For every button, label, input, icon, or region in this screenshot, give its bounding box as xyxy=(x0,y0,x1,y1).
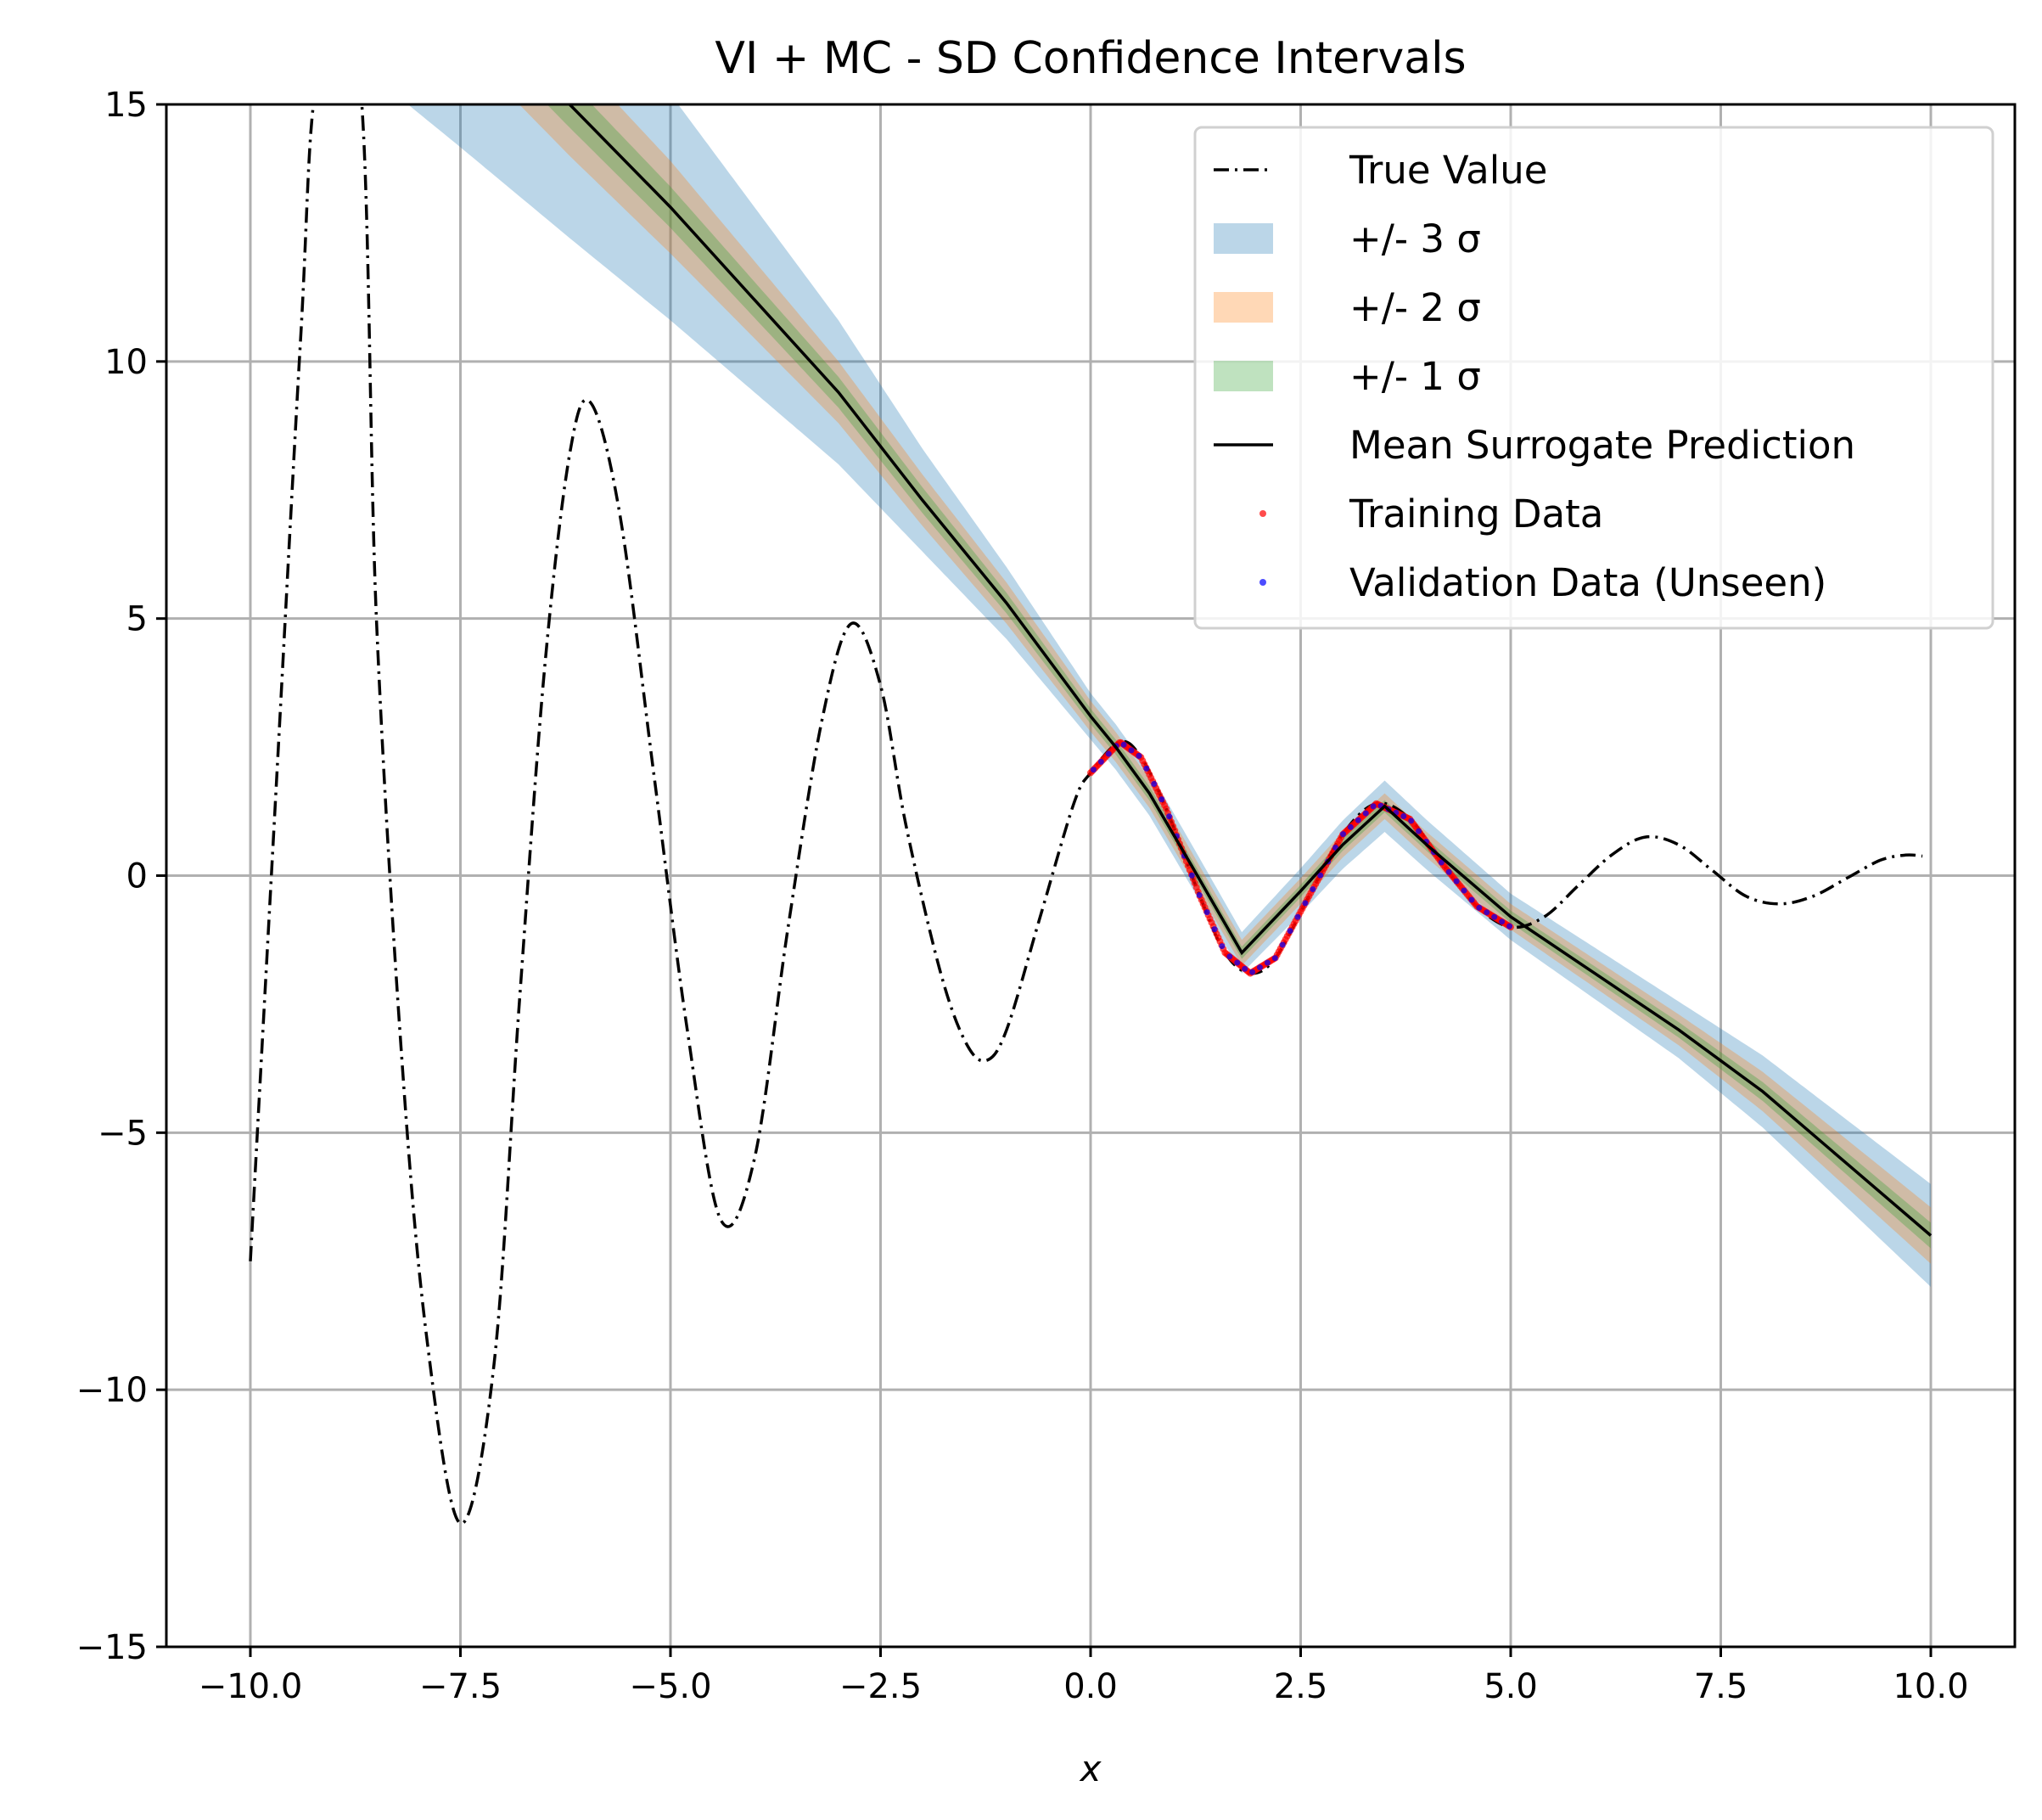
validation-point-27 xyxy=(1294,913,1301,920)
legend-label-s2: +/- 2 σ xyxy=(1349,285,1481,330)
x-tick-label-1: −7.5 xyxy=(419,1667,502,1706)
x-ticks: −10.0 −7.5 −5.0 −2.5 0.0 2.5 5.0 7.5 10.0 xyxy=(199,1647,1969,1706)
validation-point-48 xyxy=(1453,878,1460,885)
validation-point-23 xyxy=(1264,959,1271,966)
x-tick-label-4: 0.0 xyxy=(1063,1667,1118,1706)
validation-point-26 xyxy=(1287,928,1293,935)
validation-point-15 xyxy=(1203,909,1210,916)
y-tick-label-0: −15 xyxy=(76,1628,148,1667)
validation-point-52 xyxy=(1484,909,1490,916)
legend-swatch-s1 xyxy=(1214,361,1273,391)
x-tick-label-6: 5.0 xyxy=(1484,1667,1538,1706)
validation-point-21 xyxy=(1249,969,1256,975)
plot-area xyxy=(249,104,1933,1525)
validation-point-51 xyxy=(1476,904,1483,911)
validation-point-33 xyxy=(1339,831,1346,838)
legend-label-s3: +/- 3 σ xyxy=(1349,216,1481,261)
validation-point-55 xyxy=(1506,923,1513,930)
validation-point-8 xyxy=(1151,780,1158,787)
validation-point-34 xyxy=(1347,823,1354,830)
legend-swatch-s2 xyxy=(1214,292,1273,323)
validation-point-53 xyxy=(1491,913,1498,920)
validation-point-7 xyxy=(1143,765,1150,772)
legend-swatch-training xyxy=(1259,510,1266,517)
x-tick-label-8: 10.0 xyxy=(1893,1667,1968,1706)
y-tick-label-5: 10 xyxy=(104,343,148,382)
validation-point-41 xyxy=(1400,812,1407,819)
validation-point-24 xyxy=(1271,955,1278,962)
validation-point-10 xyxy=(1166,813,1173,820)
validation-point-54 xyxy=(1499,918,1506,925)
validation-point-47 xyxy=(1445,868,1452,875)
legend-label-s1: +/- 1 σ xyxy=(1349,354,1481,399)
validation-point-18 xyxy=(1226,953,1233,960)
validation-point-17 xyxy=(1219,943,1226,950)
legend: True Value +/- 3 σ +/- 2 σ +/- 1 σ Mean Surr… xyxy=(1193,126,1994,630)
validation-point-0 xyxy=(1090,767,1097,773)
validation-point-49 xyxy=(1461,887,1467,894)
y-tick-label-6: 15 xyxy=(104,86,148,125)
validation-point-16 xyxy=(1211,926,1218,933)
y-tick-label-1: −10 xyxy=(76,1371,148,1410)
validation-point-36 xyxy=(1362,810,1369,817)
validation-point-5 xyxy=(1128,747,1135,754)
validation-point-28 xyxy=(1302,900,1309,907)
y-tick-label-4: 5 xyxy=(126,600,148,639)
legend-label-train: Training Data xyxy=(1349,492,1603,536)
validation-point-30 xyxy=(1317,872,1324,879)
band-3sigma xyxy=(407,104,1931,1287)
legend-label-mean: Mean Surrogate Prediction xyxy=(1349,423,1855,468)
validation-point-4 xyxy=(1120,741,1127,748)
x-tick-label-2: −5.0 xyxy=(629,1667,711,1706)
x-tick-label-3: −2.5 xyxy=(839,1667,922,1706)
y-ticks: −15 −10 −5 0 5 10 15 xyxy=(76,86,166,1667)
validation-point-43 xyxy=(1416,828,1422,834)
legend-swatch-s3 xyxy=(1214,223,1273,254)
validation-point-35 xyxy=(1355,817,1361,823)
x-axis-label: x xyxy=(1079,1748,1102,1789)
band-1sigma xyxy=(547,104,1931,1249)
legend-frame xyxy=(1193,126,1994,630)
validation-point-19 xyxy=(1234,959,1241,966)
band-2sigma xyxy=(519,104,1931,1264)
x-tick-label-0: −10.0 xyxy=(199,1667,303,1706)
validation-point-9 xyxy=(1158,796,1165,803)
validation-point-14 xyxy=(1196,891,1203,898)
validation-point-22 xyxy=(1256,964,1263,971)
x-tick-label-5: 2.5 xyxy=(1274,1667,1328,1706)
legend-label-val: Validation Data (Unseen) xyxy=(1349,560,1826,605)
validation-point-29 xyxy=(1310,886,1316,893)
validation-point-42 xyxy=(1408,817,1415,824)
validation-point-37 xyxy=(1370,803,1377,810)
chart-title: VI + MC - SD Confidence Intervals xyxy=(715,33,1466,84)
validation-point-2 xyxy=(1105,750,1112,757)
validation-point-20 xyxy=(1242,965,1248,972)
x-tick-label-7: 7.5 xyxy=(1694,1667,1748,1706)
legend-label-true: True Value xyxy=(1349,148,1547,193)
y-tick-label-3: 0 xyxy=(126,857,148,896)
validation-point-46 xyxy=(1438,859,1445,866)
validation-point-1 xyxy=(1097,758,1104,765)
validation-point-25 xyxy=(1279,941,1286,948)
legend-swatch-validation xyxy=(1259,579,1266,586)
mean-prediction-line xyxy=(568,104,1933,1237)
validation-point-6 xyxy=(1136,752,1142,759)
validation-point-50 xyxy=(1468,896,1475,903)
y-tick-label-2: −5 xyxy=(98,1114,148,1153)
validation-point-13 xyxy=(1188,872,1195,879)
validation-points xyxy=(1090,741,1513,975)
